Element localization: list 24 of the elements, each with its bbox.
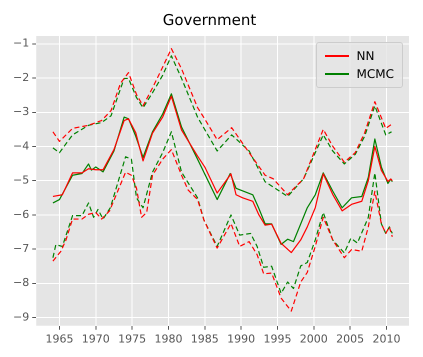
y-tick-label: −2 — [12, 70, 30, 84]
x-tick-label: 1985 — [190, 332, 219, 346]
x-tick-label: 1975 — [118, 332, 146, 346]
y-tick-label: −7 — [12, 242, 30, 256]
x-tick-label: 1990 — [227, 332, 256, 346]
y-tick-label: −3 — [12, 105, 30, 118]
line-series — [52, 148, 393, 312]
y-tick-label: −9 — [12, 310, 30, 324]
x-tick-label: 2010 — [372, 332, 400, 346]
x-tick-label: 1980 — [154, 332, 182, 346]
x-tick-label: 1965 — [45, 332, 74, 346]
y-tick-label: −8 — [12, 276, 30, 290]
chart-title: Government — [162, 10, 256, 29]
legend-label: NN — [356, 48, 374, 65]
y-tick-label: −5 — [12, 174, 30, 187]
x-tick-label: 1970 — [82, 332, 110, 346]
y-tick-label: −4 — [12, 139, 30, 152]
legend-label: MCMC — [356, 66, 394, 83]
x-tick-label: 2000 — [300, 332, 328, 346]
line-series — [52, 131, 393, 294]
y-tick-label: −6 — [12, 208, 30, 221]
x-tick-label: 2005 — [336, 332, 364, 346]
y-tick-label: −1 — [12, 36, 30, 50]
x-tick-label: 1995 — [263, 332, 292, 346]
